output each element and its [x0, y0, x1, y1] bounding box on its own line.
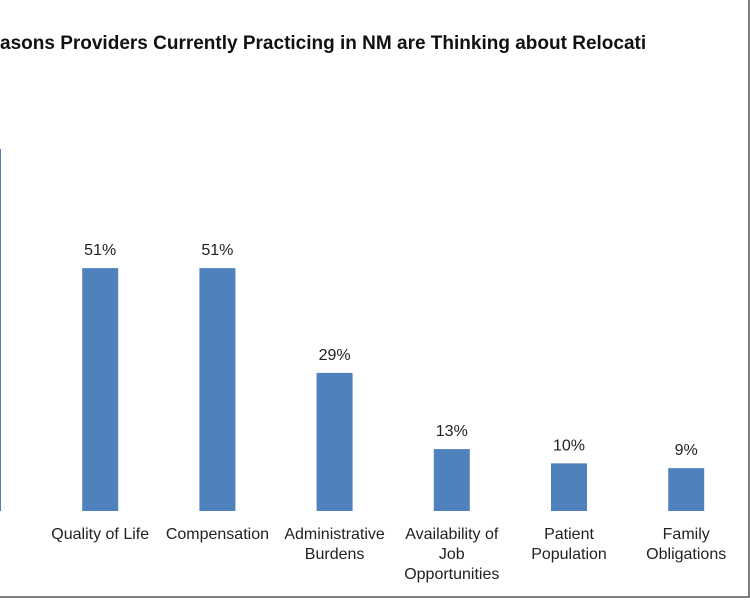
bar: [433, 449, 470, 511]
x-tick-label: Availability of Job Opportunities: [404, 526, 499, 583]
data-label: 10%: [553, 437, 585, 454]
chart-title: asons Providers Currently Practicing in …: [0, 33, 646, 54]
x-tick-label: Administrative Burdens: [284, 526, 385, 563]
data-label: 13%: [436, 423, 468, 440]
x-tick-label: Family Obligations: [646, 526, 726, 563]
x-tick-label: Patient Population: [531, 526, 607, 563]
x-tick-label: Quality of Life: [51, 526, 149, 543]
bar: [316, 372, 353, 511]
bar: [82, 268, 119, 511]
data-label: 9%: [675, 442, 698, 459]
bar: [551, 463, 587, 511]
bar: [668, 468, 705, 511]
data-label: 29%: [319, 347, 351, 364]
x-tick-label: Compensation: [166, 526, 269, 543]
data-label: 51%: [201, 242, 233, 259]
data-label: 51%: [84, 242, 116, 259]
bar: [199, 268, 236, 511]
bar: [0, 149, 1, 512]
